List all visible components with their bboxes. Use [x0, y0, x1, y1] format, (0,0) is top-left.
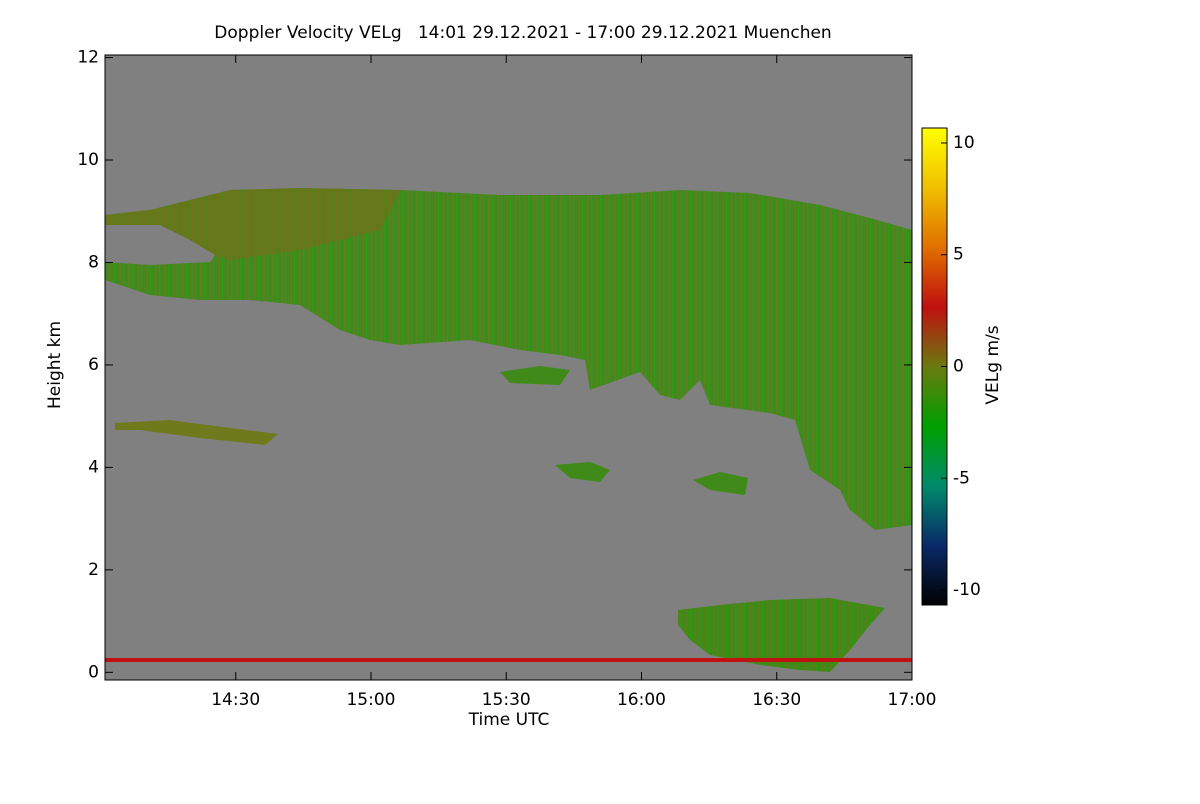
x-tick-label: 16:00: [617, 690, 666, 710]
colorbar-tick-label: -5: [953, 468, 970, 488]
y-tick-label: 12: [77, 48, 99, 68]
colorbar-label: VELg m/s: [983, 325, 1003, 404]
y-tick-label: 6: [88, 355, 99, 375]
colorbar-tick-label: 10: [953, 133, 975, 153]
echo-region: [555, 462, 610, 482]
x-tick-label: 14:30: [211, 690, 260, 710]
x-tick-label: 15:30: [482, 690, 531, 710]
colorbar-tick-label: 5: [953, 245, 964, 265]
y-tick-label: 4: [88, 457, 99, 477]
y-tick-label: 2: [88, 560, 99, 580]
echo-field: [105, 188, 912, 672]
plot-frame: [104, 54, 913, 681]
x-tick-label: 15:00: [346, 690, 395, 710]
x-tick-label: 17:00: [888, 690, 937, 710]
chart-title: Doppler Velocity VELg 14:01 29.12.2021 -…: [214, 23, 831, 43]
colorbar-tick-label: -10: [953, 580, 981, 600]
colorbar-tick-label: 0: [953, 357, 964, 377]
y-tick-label: 8: [88, 252, 99, 272]
y-axis-label: Height km: [45, 321, 65, 409]
echo-region: [500, 366, 570, 385]
y-tick-label: 10: [77, 150, 99, 170]
echo-region: [105, 188, 912, 530]
ground-clutter: [105, 658, 912, 662]
echo-region: [105, 188, 400, 260]
echo-region: [115, 420, 278, 445]
echo-region: [678, 598, 885, 672]
x-axis-label: Time UTC: [468, 710, 550, 730]
y-tick-label: 0: [88, 662, 99, 682]
echo-region: [693, 472, 748, 495]
x-tick-label: 16:30: [752, 690, 801, 710]
